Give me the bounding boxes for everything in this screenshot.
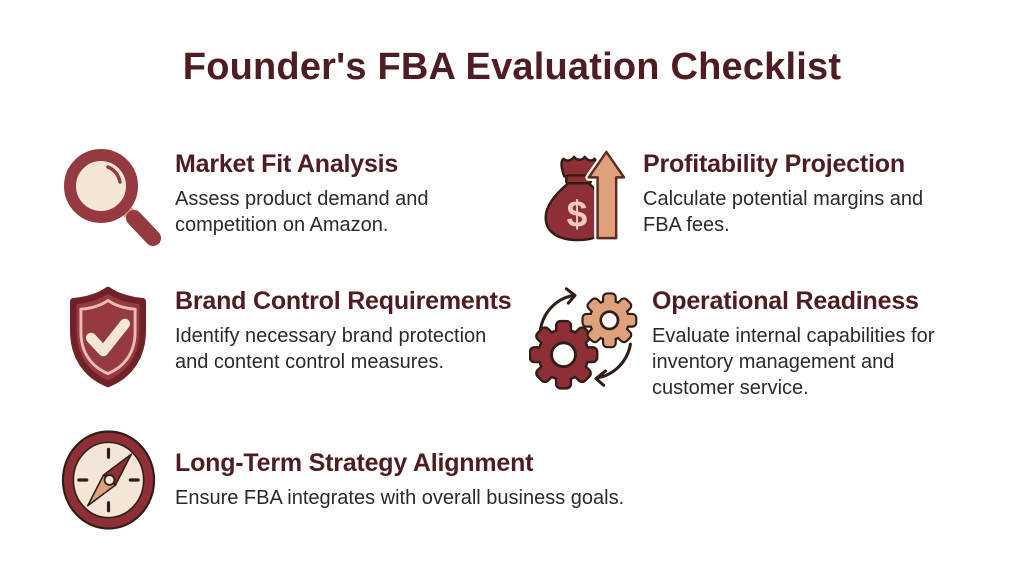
item-title: Market Fit Analysis bbox=[175, 150, 399, 178]
item-description: Ensure FBA integrates with overall busin… bbox=[175, 487, 625, 509]
compass-icon bbox=[59, 428, 158, 532]
item-title: Long-Term Strategy Alignment bbox=[175, 449, 534, 477]
svg-text:$: $ bbox=[567, 192, 588, 234]
checklist-item-operational: Operational Readiness Evaluate internal … bbox=[652, 285, 982, 401]
item-description: Identify necessary brand protection and … bbox=[175, 325, 487, 373]
item-description: Assess product demand and competition on… bbox=[175, 188, 429, 236]
item-description: Calculate potential margins and FBA fees… bbox=[643, 188, 924, 236]
checklist-item-brand-control: Brand Control Requirements Identify nece… bbox=[175, 285, 545, 375]
page-title: Founder's FBA Evaluation Checklist bbox=[182, 46, 842, 88]
item-title: Operational Readiness bbox=[652, 287, 919, 315]
item-title: Brand Control Requirements bbox=[175, 287, 512, 315]
gears-cycle-icon bbox=[529, 284, 642, 391]
shield-check-icon bbox=[62, 286, 154, 388]
checklist-item-market-fit: Market Fit Analysis Assess product deman… bbox=[175, 148, 485, 238]
checklist-item-long-term: Long-Term Strategy Alignment Ensure FBA … bbox=[175, 447, 735, 511]
checklist-item-profitability: Profitability Projection Calculate poten… bbox=[643, 148, 983, 238]
magnifier-icon bbox=[56, 144, 164, 248]
item-description: Evaluate internal capabilities for inven… bbox=[652, 325, 935, 399]
item-title: Profitability Projection bbox=[643, 150, 905, 178]
money-bag-arrow-icon: $ bbox=[531, 147, 625, 245]
